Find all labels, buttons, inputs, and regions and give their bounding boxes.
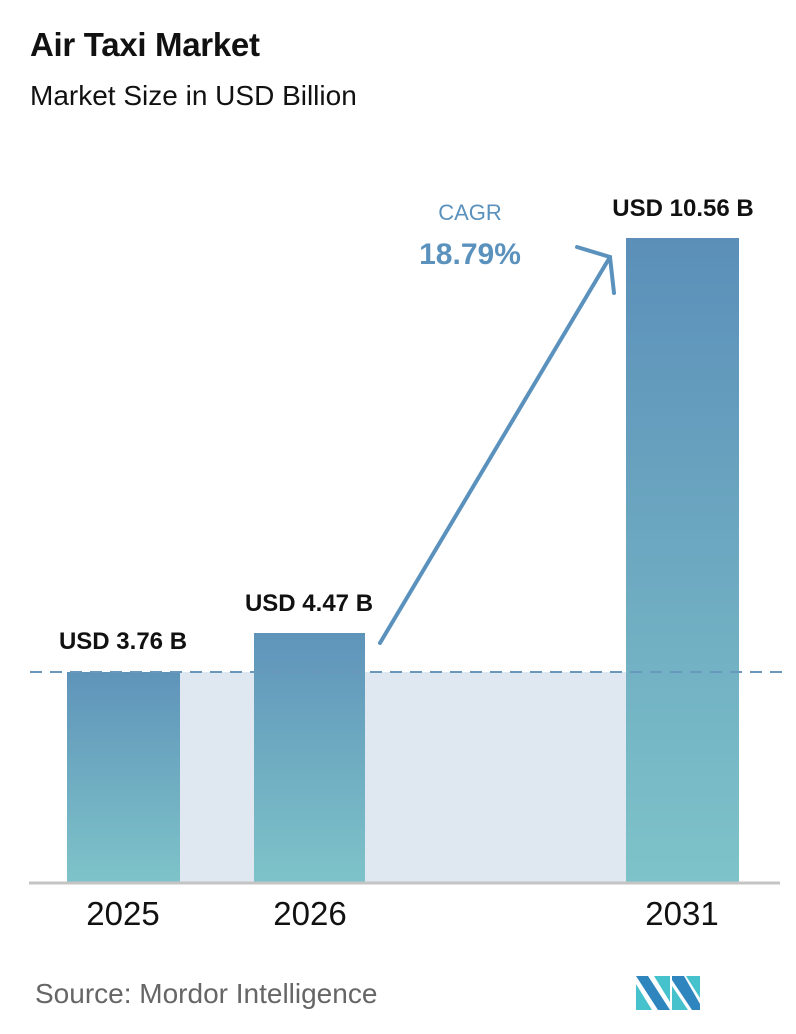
bar-2031 — [626, 238, 739, 882]
x-tick-2025: 2025 — [86, 895, 160, 932]
chart-title: Air Taxi Market — [30, 26, 260, 63]
cagr-arrow-icon — [378, 245, 616, 645]
source-text: Source: Mordor Intelligence — [35, 978, 378, 1009]
bar-label-2025: USD 3.76 B — [58, 628, 188, 655]
x-tick-2026: 2026 — [273, 895, 347, 932]
cagr-value: 18.79% — [419, 238, 521, 271]
bar-label-2026: USD 4.47 B — [244, 590, 374, 617]
bar-2026 — [254, 633, 365, 882]
cagr-label: CAGR — [438, 200, 502, 225]
chart-subtitle: Market Size in USD Billion — [30, 80, 357, 111]
x-tick-2031: 2031 — [645, 895, 719, 932]
reference-band — [180, 672, 626, 882]
mordor-intelligence-logo-icon — [636, 976, 700, 1010]
bar-2025 — [67, 672, 180, 882]
bar-label-2031: USD 10.56 B — [612, 195, 754, 222]
